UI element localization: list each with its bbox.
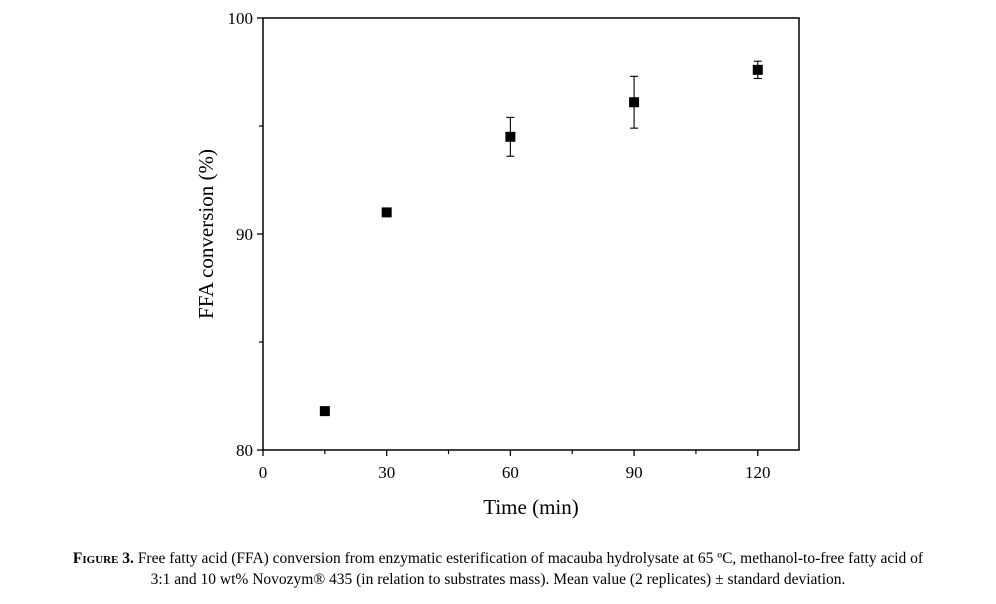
y-tick-label: 90	[236, 225, 253, 244]
data-point	[629, 97, 640, 108]
y-axis-ticks: 80 90 100	[228, 9, 263, 460]
x-tick-label: 30	[378, 463, 395, 482]
caption-label: Figure 3.	[72, 550, 134, 567]
data-point	[505, 131, 516, 142]
x-tick-label: 120	[745, 463, 771, 482]
caption-line-1: Figure 3. Free fatty acid (FFA) conversi…	[0, 548, 996, 569]
y-tick-label: 100	[228, 9, 254, 28]
x-tick-label: 90	[626, 463, 643, 482]
x-axis-title: Time (min)	[483, 495, 578, 519]
y-axis-title: FFA conversion (%)	[194, 149, 218, 319]
x-axis-ticks: 0 30 60 90 120	[259, 450, 771, 482]
chart: 0 30 60 90 120 80 90 100 Time (min) FFA conver…	[194, 9, 800, 519]
y-tick-label: 80	[236, 441, 253, 460]
figure-caption: Figure 3. Free fatty acid (FFA) conversi…	[0, 548, 996, 590]
data-point	[319, 406, 330, 417]
data-points	[319, 60, 763, 417]
caption-text-1: Free fatty acid (FFA) conversion from en…	[137, 550, 924, 567]
plot-frame	[262, 17, 800, 451]
x-tick-label: 60	[502, 463, 519, 482]
data-point	[752, 64, 763, 75]
data-point	[381, 207, 392, 218]
x-tick-label: 0	[259, 463, 268, 482]
caption-line-2: 3:1 and 10 wt% Novozym® 435 (in relation…	[150, 571, 846, 588]
